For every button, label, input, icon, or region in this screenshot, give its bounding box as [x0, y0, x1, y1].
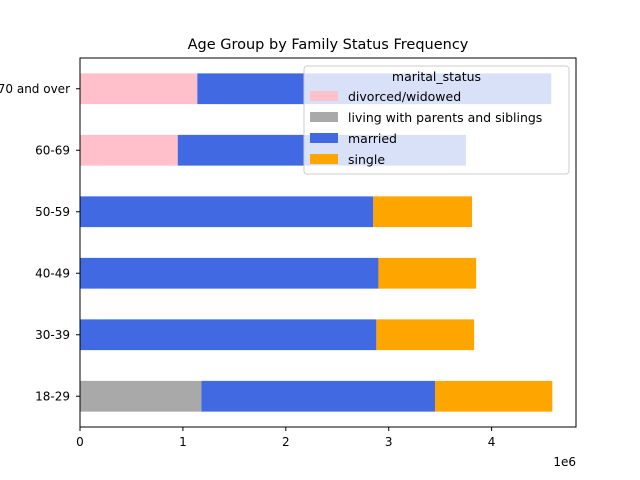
bar-married-30-39 — [80, 319, 377, 351]
bar-single-18-29 — [435, 380, 553, 412]
legend-entry: living with parents and siblings — [348, 110, 542, 125]
bar-divorced-widowed-60-69 — [80, 134, 178, 166]
bar-married-40-49 — [80, 257, 379, 289]
y-tick-label: 40-49 — [35, 266, 70, 280]
legend-swatch — [310, 91, 338, 101]
bars-group — [80, 73, 553, 412]
bar-single-50-59 — [373, 196, 473, 228]
x-axis: 0 1 2 3 4 — [76, 427, 495, 449]
bar-single-30-39 — [376, 319, 475, 351]
x-offset-label: 1e6 — [553, 455, 576, 469]
legend-title: marital_status — [392, 69, 481, 84]
y-tick-label: 60-69 — [35, 143, 70, 157]
y-tick-label: 30-39 — [35, 328, 70, 342]
y-tick-label: 50-59 — [35, 205, 70, 219]
bar-married-50-59 — [80, 196, 374, 228]
legend-entry: single — [348, 152, 385, 167]
x-tick-label: 0 — [76, 435, 84, 449]
bar-single-40-49 — [378, 257, 477, 289]
x-tick-label: 4 — [488, 435, 496, 449]
legend-box — [303, 65, 570, 175]
bar-living-with-parents-and-siblings-18-29 — [80, 380, 202, 412]
bar-divorced-widowed-70-and-over — [80, 73, 198, 105]
y-tick-label: 18-29 — [35, 389, 70, 403]
x-tick-label: 3 — [385, 435, 393, 449]
bar-married-18-29 — [201, 380, 436, 412]
axes-frame — [79, 57, 577, 428]
legend-entry: divorced/widowed — [348, 89, 461, 104]
legend-entry: married — [348, 131, 397, 146]
legend: marital_status divorced/widowed living wit… — [303, 65, 570, 175]
x-tick-label: 2 — [282, 435, 290, 449]
x-tick-label: 1 — [179, 435, 187, 449]
y-axis: 18-29 30-39 40-49 50-59 60-69 70 and over — [0, 82, 80, 403]
legend-swatch — [310, 154, 338, 164]
legend-swatch — [310, 133, 338, 143]
legend-swatch — [310, 112, 338, 122]
y-tick-label: 70 and over — [0, 82, 70, 96]
chart-title: Age Group by Family Status Frequency — [188, 37, 469, 53]
